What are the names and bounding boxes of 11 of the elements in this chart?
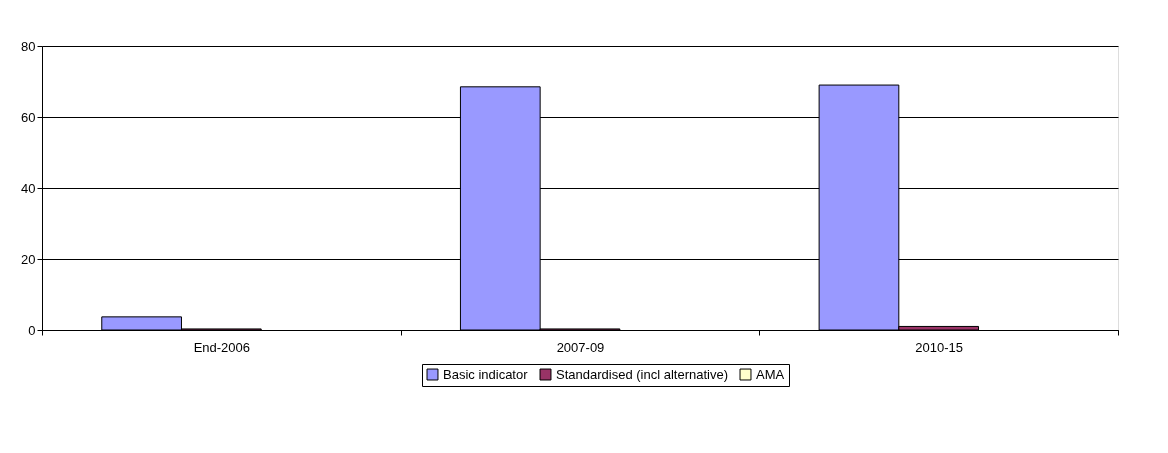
legend-label: Basic indicator <box>443 366 529 382</box>
x-tick-label: 2010-15 <box>915 339 964 355</box>
y-tick-label: 40 <box>21 180 36 196</box>
y-tick-label: 0 <box>28 322 36 338</box>
legend-label: AMA <box>756 366 785 382</box>
legend-label: Standardised (incl alternative) <box>556 366 728 382</box>
y-tick-label: 80 <box>21 38 36 54</box>
y-tick-label: 20 <box>21 251 36 267</box>
x-tick-label: 2007-09 <box>556 339 605 355</box>
x-tick-label: End-2006 <box>193 339 251 355</box>
y-tick-label: 60 <box>21 109 36 125</box>
